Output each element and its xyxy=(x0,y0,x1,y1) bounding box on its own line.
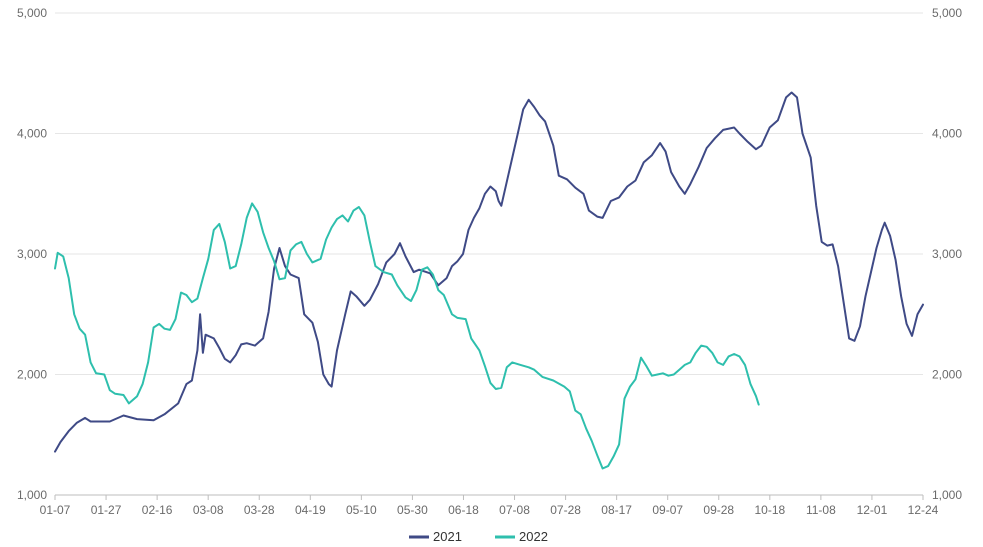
x-tick-label: 01-27 xyxy=(91,503,122,517)
x-tick-label: 08-17 xyxy=(601,503,632,517)
legend-item-2021: 2021 xyxy=(409,529,462,544)
y-tick-label-right: 1,000 xyxy=(932,488,962,502)
x-tick-label: 12-24 xyxy=(908,503,939,517)
x-tick-label: 02-16 xyxy=(142,503,173,517)
x-tick-label: 05-30 xyxy=(397,503,428,517)
legend-item-2022: 2022 xyxy=(495,529,548,544)
x-tick-label: 03-28 xyxy=(244,503,275,517)
y-tick-label-right: 5,000 xyxy=(932,6,962,20)
x-tick-label: 01-07 xyxy=(40,503,71,517)
left-y-axis-ticks: 1,000 2,000 3,000 4,000 5,000 xyxy=(17,6,47,502)
x-tick-label: 03-08 xyxy=(193,503,224,517)
x-tick-label: 09-07 xyxy=(652,503,683,517)
x-tick-label: 11-08 xyxy=(806,503,836,517)
x-tick-label: 07-08 xyxy=(499,503,530,517)
legend-label-2022: 2022 xyxy=(519,529,548,544)
series-line-2022 xyxy=(54,202,760,470)
y-tick-label-left: 4,000 xyxy=(17,127,47,141)
x-tick-label: 10-18 xyxy=(754,503,785,517)
legend: 2021 2022 xyxy=(409,529,548,544)
x-tick-label: 12-01 xyxy=(857,503,888,517)
y-tick-label-right: 4,000 xyxy=(932,127,962,141)
legend-label-2021: 2021 xyxy=(433,529,462,544)
y-tick-label-left: 3,000 xyxy=(17,247,47,261)
x-axis-ticks: 01-07 01-27 02-16 03-08 03-28 04-19 05-10 05-30… xyxy=(40,495,939,517)
x-tick-label: 04-19 xyxy=(295,503,326,517)
y-tick-label-right: 2,000 xyxy=(932,368,962,382)
series-line-2021 xyxy=(54,91,924,453)
x-tick-label: 05-10 xyxy=(346,503,377,517)
y-tick-label-left: 2,000 xyxy=(17,368,47,382)
series-lines xyxy=(54,91,924,470)
x-tick-label: 09-28 xyxy=(703,503,734,517)
y-tick-label-right: 3,000 xyxy=(932,247,962,261)
y-tick-label-left: 5,000 xyxy=(17,6,47,20)
gridlines xyxy=(55,12,923,375)
x-tick-label: 06-18 xyxy=(448,503,479,517)
right-y-axis-ticks: 1,000 2,000 3,000 4,000 5,000 xyxy=(932,6,962,502)
x-tick-label: 07-28 xyxy=(550,503,581,517)
y-tick-label-left: 1,000 xyxy=(17,488,47,502)
